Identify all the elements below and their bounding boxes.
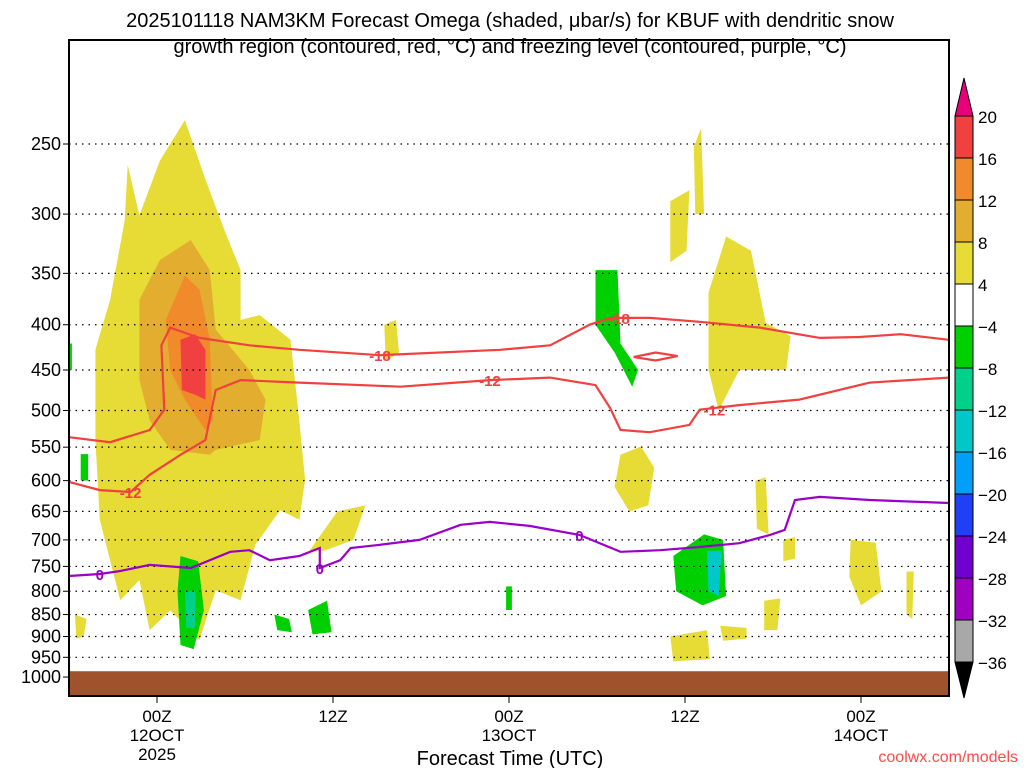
omega-region-4-8 — [708, 236, 791, 411]
colorbar-label: −12 — [978, 402, 1007, 421]
colorbar-bottom-arrow — [954, 661, 974, 699]
omega-region-4-8 — [783, 537, 795, 562]
omega-region-4-8 — [74, 614, 87, 639]
y-tick-label-650: 650 — [31, 501, 61, 521]
colorbar-label: 8 — [978, 234, 987, 253]
y-tick-label-350: 350 — [31, 263, 61, 283]
contour-label-dgz-minus12: -12 — [703, 403, 725, 420]
colorbar-legend: 20 16 12 8 4 −4 −8 −12 −16 −20 −24 −28 −32 −36 — [954, 77, 1007, 699]
y-tick-label-950: 950 — [31, 647, 61, 667]
colorbar-box — [954, 451, 974, 495]
watermark: coolwx.com/models — [878, 749, 1018, 766]
contour-freezing-level — [68, 495, 950, 578]
y-tick-label-450: 450 — [31, 360, 61, 380]
omega-region-4-8 — [755, 477, 769, 535]
y-tick-label-800: 800 — [31, 581, 61, 601]
contour-dgz-minus18 — [68, 316, 950, 444]
colorbar-label: 12 — [978, 192, 997, 211]
colorbar-box — [954, 409, 974, 453]
colorbar-box — [954, 199, 974, 243]
colorbar-label: 20 — [978, 108, 997, 127]
x-tick-label: 12OCT — [130, 726, 185, 745]
omega-region--4--8 — [595, 270, 639, 387]
y-tick-label-850: 850 — [31, 605, 61, 625]
chart-title-line1: 2025101118 NAM3KM Forecast Omega (shaded… — [126, 10, 894, 32]
omega-region-4-8 — [693, 128, 705, 215]
colorbar-label: −16 — [978, 444, 1007, 463]
temperature-contours: -18 -18 -12 -12 -12 0 0 0 — [68, 311, 950, 584]
omega-region-4-8 — [906, 571, 914, 619]
colorbar-box — [954, 619, 974, 663]
colorbar-box — [954, 493, 974, 537]
omega-region--4--8 — [506, 586, 512, 610]
contour-label-dgz-minus12: -12 — [120, 485, 142, 502]
colorbar-box — [954, 577, 974, 621]
colorbar-box — [954, 535, 974, 579]
contour-label-dgz-minus18: -18 — [369, 348, 391, 365]
omega-region-4-8 — [670, 630, 710, 662]
omega-region-4-8 — [614, 446, 655, 512]
chart-title-line2: growth region (contoured, red, °C) and f… — [173, 36, 846, 58]
colorbar-label: −24 — [978, 528, 1007, 547]
x-tick-label: 00Z — [846, 707, 875, 726]
y-tick-label-1000: 1000 — [21, 667, 61, 687]
contour-dgz-minus18-loop — [633, 351, 678, 362]
omega-region-4-8 — [849, 539, 882, 606]
x-tick-label: 00Z — [494, 707, 523, 726]
x-tick-label: 00Z — [142, 707, 171, 726]
omega-region-4-8 — [384, 319, 399, 362]
y-tick-label-700: 700 — [31, 530, 61, 550]
ground-band — [69, 671, 949, 696]
omega-region-4-8 — [720, 625, 747, 641]
y-tick-label-500: 500 — [31, 401, 61, 421]
plot-area: -18 -18 -12 -12 -12 0 0 0 — [68, 39, 950, 697]
contour-dgz-minus12 — [68, 376, 950, 494]
colorbar-label: 16 — [978, 150, 997, 169]
omega-region--4--8 — [274, 614, 292, 633]
colorbar-box — [954, 241, 974, 285]
colorbar-box — [954, 325, 974, 369]
omega-region--8--12 — [707, 550, 722, 596]
colorbar-label: −32 — [978, 612, 1007, 631]
y-tick-label-300: 300 — [31, 204, 61, 224]
x-tick-label: 12Z — [318, 707, 347, 726]
colorbar-label: −36 — [978, 654, 1007, 673]
colorbar-label: −20 — [978, 486, 1007, 505]
colorbar-box — [954, 115, 974, 159]
omega-region-4-8 — [670, 190, 690, 263]
omega-region--4--8 — [308, 600, 332, 635]
colorbar-label: 4 — [978, 276, 987, 295]
y-tick-label-400: 400 — [31, 315, 61, 335]
x-tick-label: 2025 — [138, 745, 176, 764]
omega-region-16-20 — [180, 334, 206, 400]
y-tick-label-250: 250 — [31, 134, 61, 154]
contour-label-dgz-minus12: -12 — [479, 373, 501, 390]
x-tick-label: 14OCT — [834, 726, 889, 745]
y-tick-label-600: 600 — [31, 471, 61, 491]
colorbar-box — [954, 283, 974, 327]
x-tick-label: 12Z — [670, 707, 699, 726]
y-tick-label-550: 550 — [31, 437, 61, 457]
omega-region--8--12 — [184, 591, 196, 628]
colorbar-top-arrow — [954, 77, 974, 117]
omega-shading — [69, 120, 914, 662]
contour-label-freezing-level: 0 — [316, 561, 324, 578]
x-axis-label: Forecast Time (UTC) — [417, 748, 604, 768]
colorbar-label: −4 — [978, 318, 997, 337]
x-tick-label: 13OCT — [482, 726, 537, 745]
colorbar-label: −8 — [978, 360, 997, 379]
contour-label-freezing-level: 0 — [96, 567, 104, 584]
pressure-axis: 2503003504004505005506006507007508008509… — [21, 134, 69, 687]
colorbar-box — [954, 367, 974, 411]
colorbar-box — [954, 157, 974, 201]
omega-region-4-8 — [309, 505, 366, 551]
y-tick-label-900: 900 — [31, 627, 61, 647]
omega-region--4--8 — [80, 454, 89, 481]
colorbar-label: −28 — [978, 570, 1007, 589]
contour-label-dgz-minus18: -18 — [608, 311, 630, 328]
contour-label-freezing-level: 0 — [575, 528, 583, 545]
y-tick-label-750: 750 — [31, 556, 61, 576]
